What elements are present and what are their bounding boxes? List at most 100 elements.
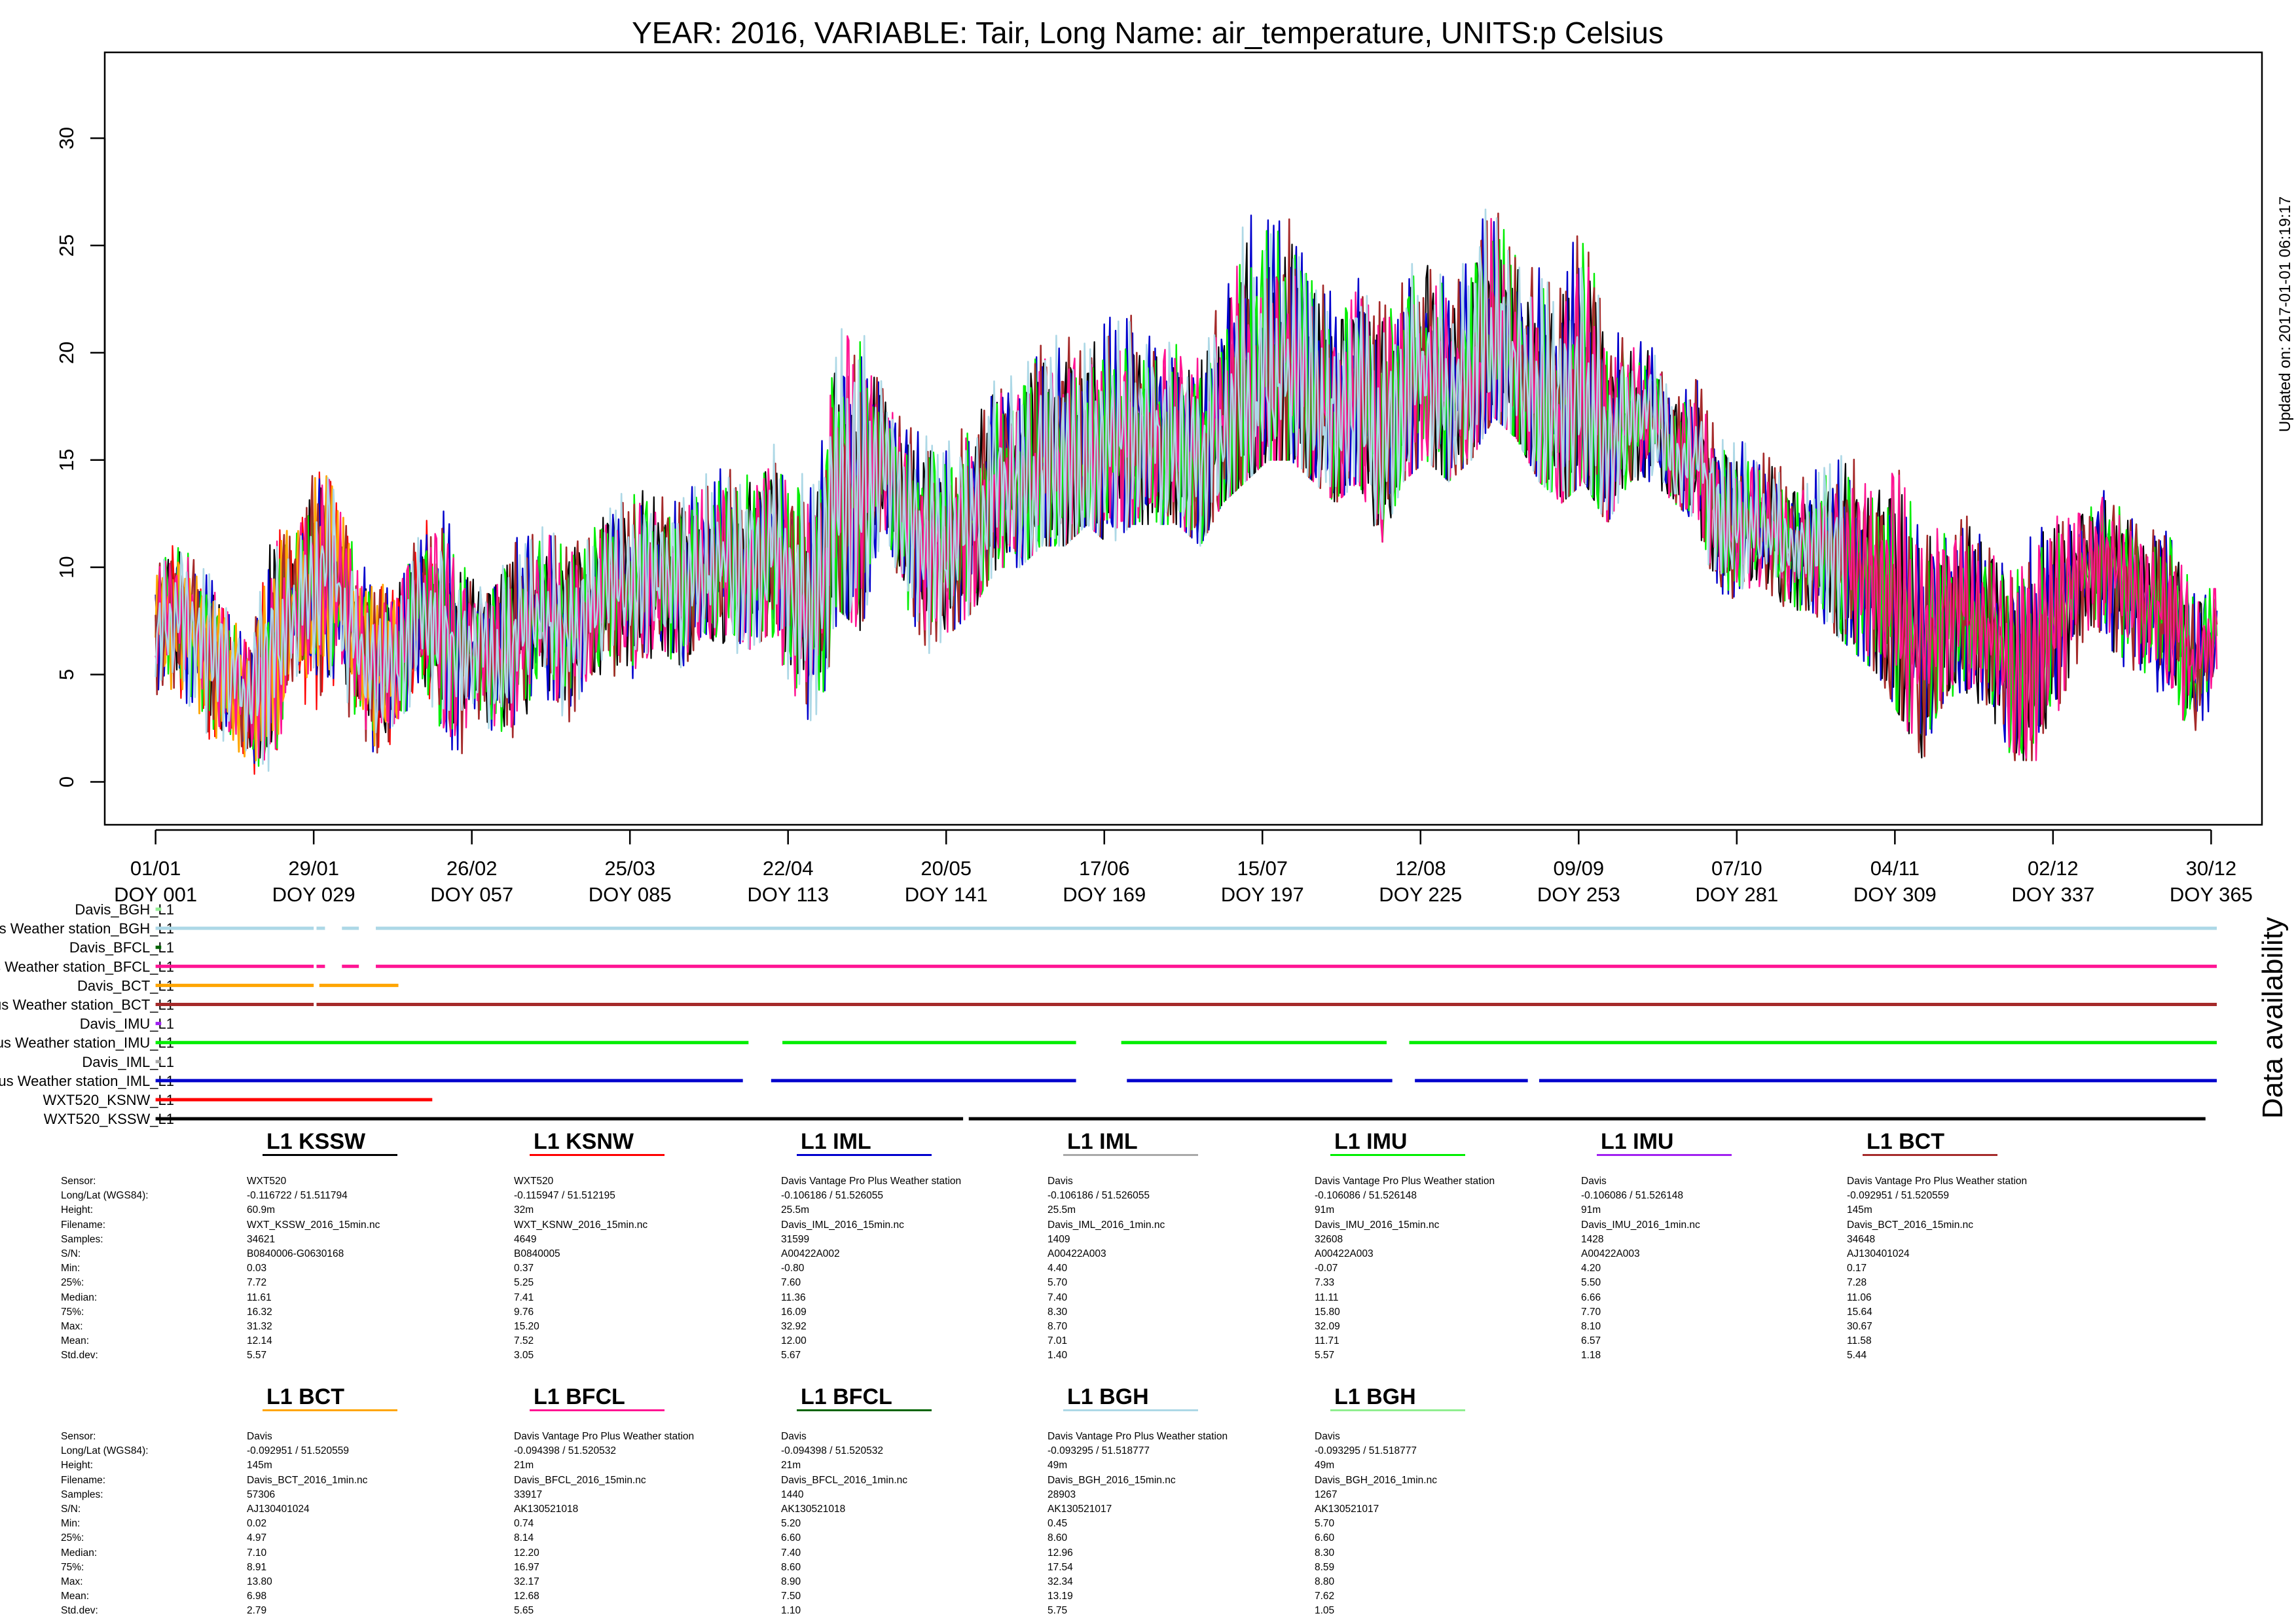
panel-value: -0.094398 / 51.520532 bbox=[781, 1445, 883, 1457]
y-tick-label: 5 bbox=[55, 669, 78, 680]
panel-value: 2.79 bbox=[247, 1605, 267, 1617]
panel-value: Davis bbox=[781, 1431, 807, 1442]
panel-value: Davis bbox=[1048, 1176, 1073, 1187]
panel-value: 8.91 bbox=[247, 1561, 267, 1573]
x-tick-doy: DOY 365 bbox=[2170, 883, 2253, 906]
x-tick-date: 17/06 bbox=[1079, 857, 1130, 880]
panel-value: 7.40 bbox=[781, 1547, 801, 1559]
series-line-davis-vantage-pro-plus-weather-station-bfcl-l1 bbox=[155, 217, 2218, 761]
x-tick-date: 04/11 bbox=[1870, 857, 1920, 880]
availability-row: is Vantage Pro Plus Weather station_BCT_… bbox=[0, 997, 2217, 1013]
panel-value: AK130521018 bbox=[514, 1503, 579, 1515]
station-panel: L1 BFCL Davis Vantage Pro Plus Weather st… bbox=[514, 1384, 776, 1618]
x-tick-date: 25/03 bbox=[604, 857, 655, 880]
station-panel: L1 IMU Davis -0.106086 / 51.526148 91m Davis… bbox=[1581, 1129, 1843, 1363]
panel-value: Davis Vantage Pro Plus Weather station bbox=[1048, 1431, 1228, 1442]
panel-value: Davis bbox=[247, 1431, 272, 1442]
panel-value: 12.20 bbox=[514, 1547, 539, 1559]
panel-value: -0.094398 / 51.520532 bbox=[514, 1445, 616, 1457]
panel-value: 5.44 bbox=[1847, 1350, 1867, 1362]
availability-row: Davis_BGH_L1 bbox=[75, 901, 174, 918]
panel-color-underline bbox=[1330, 1154, 1465, 1156]
y-tick-label: 10 bbox=[55, 556, 78, 578]
station-panel: L1 BCT Davis Vantage Pro Plus Weather sta… bbox=[1847, 1129, 2109, 1363]
panel-value: -0.116722 / 51.511794 bbox=[247, 1190, 348, 1202]
x-tick-doy: DOY 253 bbox=[1537, 883, 1620, 906]
panel-value: 8.59 bbox=[1315, 1561, 1335, 1573]
panel-value: 32m bbox=[514, 1204, 534, 1216]
panel-title: L1 BGH bbox=[1067, 1384, 1149, 1409]
stat-label: Height: bbox=[61, 1204, 94, 1216]
panel-title: L1 KSNW bbox=[534, 1129, 634, 1154]
x-tick-doy: DOY 337 bbox=[2011, 883, 2094, 906]
panel-value: WXT520 bbox=[514, 1176, 554, 1187]
panel-value: Davis Vantage Pro Plus Weather station bbox=[781, 1176, 962, 1187]
availability-label: is Vantage Pro Plus Weather station_BGH_… bbox=[0, 920, 174, 937]
panel-value: AK130521018 bbox=[781, 1503, 846, 1515]
panel-value: -0.115947 / 51.512195 bbox=[514, 1190, 615, 1202]
panel-value: 32.09 bbox=[1315, 1320, 1340, 1332]
stat-label: Min: bbox=[61, 1263, 81, 1274]
panel-value: 12.68 bbox=[514, 1591, 539, 1602]
availability-row: s Vantage Pro Plus Weather station_BFCL_… bbox=[0, 958, 2217, 975]
panel-value: Davis Vantage Pro Plus Weather station bbox=[1315, 1176, 1495, 1187]
stat-label: Min: bbox=[61, 1518, 81, 1530]
panel-value: -0.093295 / 51.518777 bbox=[1048, 1445, 1150, 1457]
panel-value: Davis Vantage Pro Plus Weather station bbox=[514, 1431, 695, 1442]
panel-value: 1428 bbox=[1581, 1233, 1604, 1245]
panel-value: -0.093295 / 51.518777 bbox=[1315, 1445, 1417, 1457]
panel-title: L1 IMU bbox=[1601, 1129, 1674, 1154]
panel-value: 11.11 bbox=[1315, 1291, 1339, 1303]
station-panel: L1 BGH Davis Vantage Pro Plus Weather sta… bbox=[1048, 1384, 1309, 1618]
panel-value: Davis_IMU_2016_1min.nc bbox=[1581, 1219, 1700, 1231]
panel-value: 16.09 bbox=[781, 1306, 807, 1318]
panel-value: -0.80 bbox=[781, 1263, 805, 1274]
panel-value: 7.40 bbox=[1048, 1291, 1068, 1303]
panel-value: 6.98 bbox=[247, 1591, 267, 1602]
panel-value: -0.092951 / 51.520559 bbox=[1847, 1190, 1949, 1202]
x-tick-doy: DOY 029 bbox=[272, 883, 355, 906]
panel-value: A00422A003 bbox=[1581, 1248, 1640, 1259]
panel-value: 1409 bbox=[1048, 1233, 1070, 1245]
panel-value: 91m bbox=[1581, 1204, 1601, 1216]
panel-value: 33917 bbox=[514, 1489, 543, 1500]
series-lines bbox=[155, 208, 2218, 775]
x-tick-date: 26/02 bbox=[446, 857, 498, 880]
y-tick-label: 25 bbox=[55, 234, 78, 257]
panel-value: 15.20 bbox=[514, 1320, 539, 1332]
panel-value: Davis_BFCL_2016_15min.nc bbox=[514, 1474, 646, 1486]
panel-value: 1.10 bbox=[781, 1605, 801, 1617]
plot-area bbox=[103, 51, 2263, 826]
station-panel: L1 IMU Davis Vantage Pro Plus Weather sta… bbox=[1315, 1129, 1576, 1363]
panel-value: 28903 bbox=[1048, 1489, 1076, 1500]
x-tick-date: 22/04 bbox=[763, 857, 814, 880]
panel-value: Davis_IMU_2016_15min.nc bbox=[1315, 1219, 1440, 1231]
panel-value: 3.05 bbox=[514, 1350, 534, 1362]
panel-value: 5.70 bbox=[1048, 1277, 1068, 1289]
stat-label: 25%: bbox=[61, 1277, 84, 1289]
availability-row: Davis_BCT_L1 bbox=[77, 977, 399, 994]
x-tick-date: 29/01 bbox=[288, 857, 339, 880]
panel-value: 31599 bbox=[781, 1233, 810, 1245]
stat-label: Median: bbox=[61, 1291, 98, 1303]
panel-value: 1.40 bbox=[1048, 1350, 1068, 1362]
y-tick-label: 30 bbox=[55, 127, 78, 149]
panel-value: Davis_BCT_2016_15min.nc bbox=[1847, 1219, 1973, 1231]
panel-value: -0.07 bbox=[1315, 1263, 1338, 1274]
panel-color-underline bbox=[263, 1409, 397, 1411]
availability-row: is Vantage Pro Plus Weather station_IML_… bbox=[0, 1073, 2217, 1089]
panel-color-underline bbox=[530, 1154, 665, 1156]
panel-value: 5.67 bbox=[781, 1350, 801, 1362]
panel-title: L1 BGH bbox=[1334, 1384, 1416, 1409]
panel-value: 5.57 bbox=[247, 1350, 267, 1362]
x-tick-doy: DOY 225 bbox=[1379, 883, 1462, 906]
panel-value: 0.45 bbox=[1048, 1518, 1068, 1530]
panel-color-underline bbox=[797, 1409, 932, 1411]
stat-label: Samples: bbox=[61, 1489, 103, 1500]
availability-label: WXT520_KSSW_L1 bbox=[44, 1111, 174, 1127]
panel-value: 7.70 bbox=[1581, 1306, 1601, 1318]
x-tick-doy: DOY 309 bbox=[1853, 883, 1937, 906]
stats-labels-row-2: Sensor: Long/Lat (WGS84): Height: Filename:… bbox=[61, 1430, 149, 1618]
panel-value: 7.72 bbox=[247, 1277, 267, 1289]
x-tick-doy: DOY 169 bbox=[1063, 883, 1146, 906]
